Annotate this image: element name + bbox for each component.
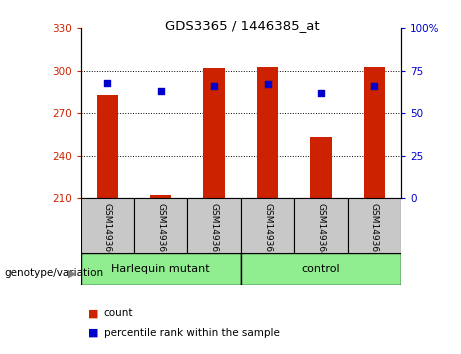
Bar <box>97 95 118 198</box>
Text: GSM149362: GSM149362 <box>210 202 219 257</box>
Bar <box>310 137 331 198</box>
Bar <box>294 198 348 253</box>
Point <box>211 83 218 89</box>
Point <box>371 83 378 89</box>
Text: ■: ■ <box>88 328 98 338</box>
Point <box>264 81 271 87</box>
Text: GSM149361: GSM149361 <box>156 202 165 257</box>
Bar <box>241 198 294 253</box>
Text: ▶: ▶ <box>68 268 76 278</box>
Text: genotype/variation: genotype/variation <box>5 268 104 278</box>
Point <box>157 88 165 94</box>
Bar <box>364 67 385 198</box>
Bar <box>188 198 241 253</box>
Text: GSM149365: GSM149365 <box>370 202 379 257</box>
Text: percentile rank within the sample: percentile rank within the sample <box>104 328 280 338</box>
Bar <box>348 198 401 253</box>
Text: count: count <box>104 308 133 318</box>
Bar <box>81 253 241 285</box>
Text: GDS3365 / 1446385_at: GDS3365 / 1446385_at <box>165 19 319 33</box>
Text: ■: ■ <box>88 308 98 318</box>
Bar <box>134 198 188 253</box>
Bar <box>241 253 401 285</box>
Point <box>317 90 325 96</box>
Bar <box>203 68 225 198</box>
Point <box>104 80 111 86</box>
Bar <box>150 195 171 198</box>
Text: GSM149364: GSM149364 <box>316 202 325 257</box>
Text: GSM149363: GSM149363 <box>263 202 272 257</box>
Text: Harlequin mutant: Harlequin mutant <box>112 264 210 274</box>
Text: GSM149360: GSM149360 <box>103 202 112 257</box>
Bar <box>81 198 134 253</box>
Text: control: control <box>301 264 340 274</box>
Bar <box>257 67 278 198</box>
